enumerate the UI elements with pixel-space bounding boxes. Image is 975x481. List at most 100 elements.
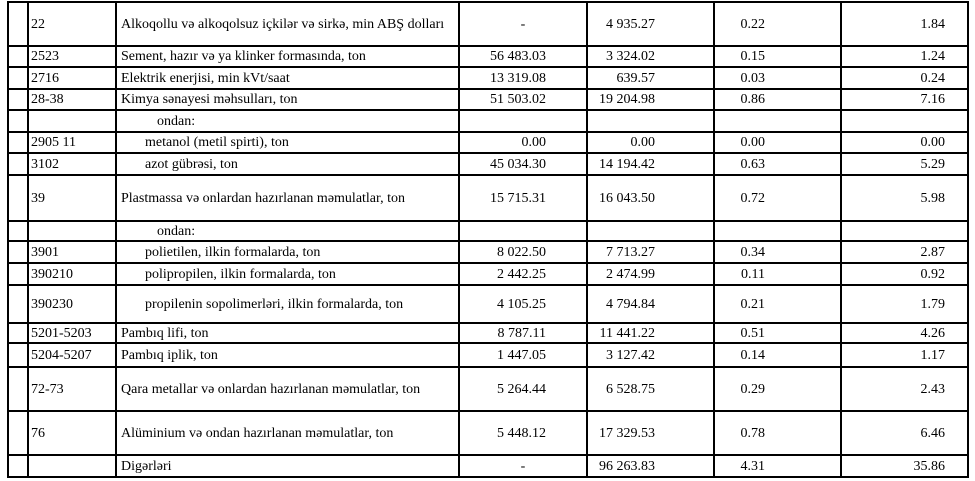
value1-cell: 8 787.11 bbox=[458, 322, 588, 344]
value3-cell: 0.00 bbox=[713, 131, 842, 154]
row-marker bbox=[7, 131, 29, 154]
table-row: 3901 polietilen, ilkin formalarda, ton 8 0… bbox=[7, 240, 969, 264]
table-row: Digərləri -96 263.83 4.31 35.86 bbox=[7, 454, 969, 478]
value4-cell bbox=[840, 109, 969, 133]
value3-cell: 0.14 bbox=[713, 342, 842, 368]
value4-cell: 2.87 bbox=[840, 240, 969, 264]
code-cell bbox=[27, 454, 117, 478]
value3-cell: 4.31 bbox=[713, 454, 842, 478]
export-table: 22 Alkoqollu və alkoqolsuz içkilər və sir… bbox=[7, 1, 969, 478]
value3-cell bbox=[713, 220, 842, 242]
table-row: 2716 Elektrik enerjisi, min kVt/saat 13 31… bbox=[7, 66, 969, 90]
value4-cell: 35.86 bbox=[840, 454, 969, 478]
code-cell: 22 bbox=[27, 1, 117, 47]
row-marker bbox=[7, 366, 29, 412]
code-cell: 2523 bbox=[27, 45, 117, 68]
value2-cell: 639.57 bbox=[586, 66, 715, 90]
value4-cell: 1.79 bbox=[840, 284, 969, 324]
name-cell: Pambıq iplik, ton bbox=[115, 342, 460, 368]
value1-cell: 5 448.12 bbox=[458, 410, 588, 456]
value2-cell: 7 713.27 bbox=[586, 240, 715, 264]
code-cell: 72-73 bbox=[27, 366, 117, 412]
row-marker bbox=[7, 262, 29, 286]
value1-cell: 2 442.25 bbox=[458, 262, 588, 286]
row-marker bbox=[7, 284, 29, 324]
value4-cell: 0.92 bbox=[840, 262, 969, 286]
name-cell: ondan: bbox=[115, 109, 460, 133]
value2-cell: 6 528.75 bbox=[586, 366, 715, 412]
value4-cell: 5.29 bbox=[840, 152, 969, 176]
row-marker bbox=[7, 342, 29, 368]
name-cell: Alkoqollu və alkoqolsuz içkilər və sirkə… bbox=[115, 1, 460, 47]
code-cell: 5204-5207 bbox=[27, 342, 117, 368]
value2-cell: 2 474.99 bbox=[586, 262, 715, 286]
value3-cell: 0.22 bbox=[713, 1, 842, 47]
value3-cell: 0.86 bbox=[713, 88, 842, 111]
code-cell: 390230 bbox=[27, 284, 117, 324]
code-cell bbox=[27, 220, 117, 242]
table-row: 5201-5203 Pambıq lifi, ton 8 787.11 11 441.… bbox=[7, 322, 969, 344]
table-row: 28-38 Kimya sənayesi məhsulları, ton 51 50… bbox=[7, 88, 969, 111]
value2-cell: 4 935.27 bbox=[586, 1, 715, 47]
value3-cell: 0.72 bbox=[713, 174, 842, 222]
value4-cell: 7.16 bbox=[840, 88, 969, 111]
value2-cell: 14 194.42 bbox=[586, 152, 715, 176]
value1-cell bbox=[458, 220, 588, 242]
row-marker bbox=[7, 109, 29, 133]
table-row: 2905 11 metanol (metil spirti), ton 0.00 0.… bbox=[7, 131, 969, 154]
value1-cell: 8 022.50 bbox=[458, 240, 588, 264]
table-row: 390230 propilenin sopolimerləri, ilkin fo… bbox=[7, 284, 969, 324]
table-row: 39 Plastmassa və onlardan hazırlanan məmu… bbox=[7, 174, 969, 222]
row-marker bbox=[7, 322, 29, 344]
name-cell: Alüminium və ondan hazırlanan məmulatlar… bbox=[115, 410, 460, 456]
table-row: 76 Alüminium və ondan hazırlanan məmulatl… bbox=[7, 410, 969, 456]
value3-cell: 0.15 bbox=[713, 45, 842, 68]
value1-cell: 56 483.03 bbox=[458, 45, 588, 68]
value4-cell: 5.98 bbox=[840, 174, 969, 222]
value4-cell: 1.84 bbox=[840, 1, 969, 47]
value1-cell: 4 105.25 bbox=[458, 284, 588, 324]
row-marker bbox=[7, 410, 29, 456]
row-marker bbox=[7, 220, 29, 242]
name-cell: polipropilen, ilkin formalarda, ton bbox=[115, 262, 460, 286]
name-cell: Kimya sənayesi məhsulları, ton bbox=[115, 88, 460, 111]
value1-cell: 15 715.31 bbox=[458, 174, 588, 222]
code-cell: 28-38 bbox=[27, 88, 117, 111]
value2-cell: 96 263.83 bbox=[586, 454, 715, 478]
value2-cell: 19 204.98 bbox=[586, 88, 715, 111]
value2-cell bbox=[586, 109, 715, 133]
value1-cell: 45 034.30 bbox=[458, 152, 588, 176]
value1-cell: 5 264.44 bbox=[458, 366, 588, 412]
row-marker bbox=[7, 66, 29, 90]
value3-cell: 0.78 bbox=[713, 410, 842, 456]
code-cell bbox=[27, 109, 117, 133]
row-marker bbox=[7, 454, 29, 478]
value4-cell: 4.26 bbox=[840, 322, 969, 344]
table-row: 5204-5207 Pambıq iplik, ton 1 447.05 3 127.… bbox=[7, 342, 969, 368]
name-cell: Sement, hazır və ya klinker formasında, … bbox=[115, 45, 460, 68]
table-row: ondan: bbox=[7, 220, 969, 242]
table-row: 390210 polipropilen, ilkin formalarda, to… bbox=[7, 262, 969, 286]
value1-cell: 51 503.02 bbox=[458, 88, 588, 111]
row-marker bbox=[7, 174, 29, 222]
table-row: 22 Alkoqollu və alkoqolsuz içkilər və sir… bbox=[7, 1, 969, 47]
value4-cell: 6.46 bbox=[840, 410, 969, 456]
code-cell: 76 bbox=[27, 410, 117, 456]
value2-cell: 11 441.22 bbox=[586, 322, 715, 344]
value3-cell: 0.21 bbox=[713, 284, 842, 324]
value4-cell: 0.00 bbox=[840, 131, 969, 154]
value2-cell: 17 329.53 bbox=[586, 410, 715, 456]
value2-cell: 3 127.42 bbox=[586, 342, 715, 368]
value4-cell: 1.17 bbox=[840, 342, 969, 368]
value4-cell: 1.24 bbox=[840, 45, 969, 68]
code-cell: 2716 bbox=[27, 66, 117, 90]
value3-cell: 0.03 bbox=[713, 66, 842, 90]
code-cell: 3901 bbox=[27, 240, 117, 264]
code-cell: 2905 11 bbox=[27, 131, 117, 154]
code-cell: 5201-5203 bbox=[27, 322, 117, 344]
name-cell: Elektrik enerjisi, min kVt/saat bbox=[115, 66, 460, 90]
value3-cell: 0.63 bbox=[713, 152, 842, 176]
row-marker bbox=[7, 1, 29, 47]
row-marker bbox=[7, 240, 29, 264]
name-cell: Plastmassa və onlardan hazırlanan məmula… bbox=[115, 174, 460, 222]
